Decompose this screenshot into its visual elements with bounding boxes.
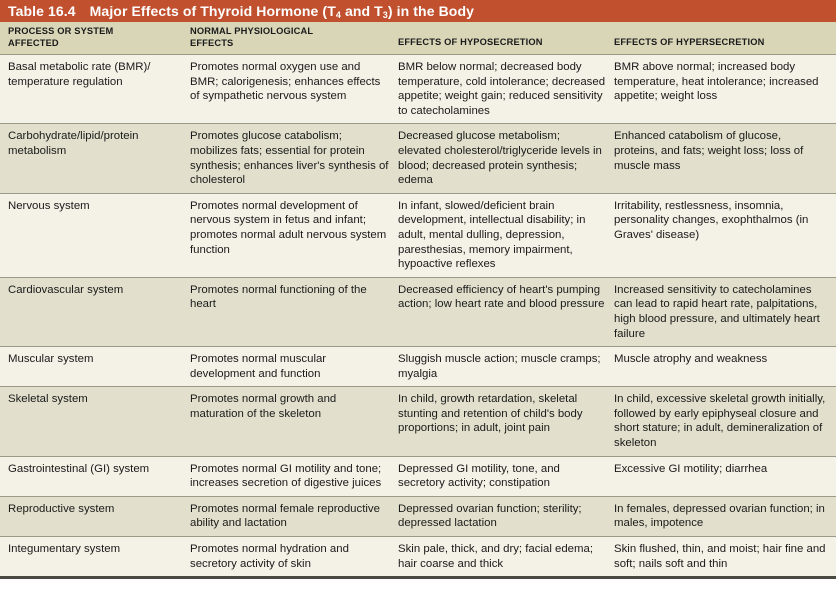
cell-hypersecretion-effects: Enhanced catabolism of glucose, proteins… [614,130,804,172]
column-header-effects-of-hypersecretion: EFFECTS OF HYPERSECRETION [614,37,836,52]
column-header-effects-of-hyposecretion: EFFECTS OF HYPOSECRETION [398,37,614,52]
table-title-suffix: ) in the Body [387,3,474,19]
cell-hypersecretion-effects: BMR above normal; increased body tempera… [614,61,819,103]
cell-hypersecretion-effects: In females, depressed ovarian function; … [614,502,825,530]
cell-hyposecretion-effects: Depressed ovarian function; sterility; d… [398,502,582,530]
cell-hyposecretion-effects: In child, growth retardation, skeletal s… [398,393,583,435]
table-row: Reproductive system Promotes normal femal… [0,495,836,537]
table-row: Muscular system Promotes normal muscular … [0,346,836,387]
cell-hypersecretion-effects: Excessive GI motility; diarrhea [614,462,768,475]
cell-hyposecretion-effects: Sluggish muscle action; muscle cramps; m… [398,353,601,380]
cell-process-or-system: Reproductive system [8,502,115,515]
table-title-subscript-4: 4 [335,10,341,20]
cell-normal-effects: Promotes normal muscular development and… [190,353,327,380]
cell-hypersecretion-effects: Muscle atrophy and weakness [614,353,768,366]
column-header-line2: EFFECTS OF HYPERSECRETION [614,36,765,47]
column-header-line2: EFFECTS [190,37,234,48]
table-title: Major Effects of Thyroid Hormone (T4 and… [89,3,474,20]
cell-hyposecretion-effects: In infant, slowed/deficient brain develo… [398,199,586,271]
column-header-normal-physiological-effects: NORMAL PHYSIOLOGICAL EFFECTS [190,26,398,49]
cell-normal-effects: Promotes normal functioning of the heart [190,283,367,311]
cell-normal-effects: Promotes normal hydration and secretory … [190,543,349,570]
column-header-line1: NORMAL PHYSIOLOGICAL [190,26,314,36]
cell-process-or-system: Cardiovascular system [8,283,124,296]
cell-process-or-system: Skeletal system [8,393,88,406]
cell-hyposecretion-effects: Skin pale, thick, and dry; facial edema;… [398,543,594,570]
cell-process-or-system: Nervous system [8,199,90,212]
table-row: Basal metabolic rate (BMR)/ temperature … [0,54,836,124]
table-row: Nervous system Promotes normal developmen… [0,192,836,277]
table-bottom-rule [0,576,836,580]
column-header-line1: PROCESS OR SYSTEM [8,26,114,36]
table-row: Carbohydrate/lipid/protein metabolism Pro… [0,123,836,193]
table-row: Gastrointestinal (GI) system Promotes nor… [0,455,836,496]
cell-process-or-system: Basal metabolic rate (BMR)/ temperature … [8,61,151,88]
cell-normal-effects: Promotes normal development of nervous s… [190,199,387,256]
table-row: Skeletal system Promotes normal growth an… [0,386,836,456]
cell-normal-effects: Promotes normal GI motility and tone; in… [190,462,382,490]
cell-normal-effects: Promotes normal oxygen use and BMR; calo… [190,61,381,103]
column-header-process-or-system-affected: PROCESS OR SYSTEM AFFECTED [0,26,190,49]
table-16-4: Table 16.4 Major Effects of Thyroid Horm… [0,0,836,592]
table-body: Basal metabolic rate (BMR)/ temperature … [0,54,836,577]
table-row: Cardiovascular system Promotes normal fun… [0,276,836,347]
table-footer-space [0,579,836,592]
cell-hyposecretion-effects: Decreased glucose metabolism; elevated c… [398,130,602,187]
table-title-subscript-3: 3 [382,10,388,20]
cell-hyposecretion-effects: BMR below normal; decreased body tempera… [398,61,606,117]
cell-process-or-system: Muscular system [8,353,94,366]
cell-hyposecretion-effects: Depressed GI motility, tone, and secreto… [398,462,560,490]
cell-normal-effects: Promotes glucose catabolism; mobilizes f… [190,130,389,187]
cell-process-or-system: Integumentary system [8,543,121,556]
table-row: Integumentary system Promotes normal hydr… [0,536,836,577]
cell-hypersecretion-effects: In child, excessive skeletal growth init… [614,393,826,450]
table-title-prefix: Major Effects of Thyroid Hormone (T [89,3,336,19]
cell-normal-effects: Promotes normal female reproductive abil… [190,502,380,530]
column-header-line2: AFFECTED [8,37,59,48]
cell-process-or-system: Carbohydrate/lipid/protein metabolism [8,130,139,157]
table-title-bar: Table 16.4 Major Effects of Thyroid Horm… [0,0,836,22]
column-header-line2: EFFECTS OF HYPOSECRETION [398,36,543,47]
table-number-label: Table 16.4 [8,3,76,19]
table-column-header-row: PROCESS OR SYSTEM AFFECTED NORMAL PHYSIO… [0,22,836,54]
cell-normal-effects: Promotes normal growth and maturation of… [190,393,337,420]
cell-hypersecretion-effects: Irritability, restlessness, insomnia, pe… [614,199,809,241]
cell-hyposecretion-effects: Decreased efficiency of heart's pumping … [398,283,605,311]
cell-process-or-system: Gastrointestinal (GI) system [8,462,150,475]
cell-hypersecretion-effects: Increased sensitivity to catecholamines … [614,283,820,340]
cell-hypersecretion-effects: Skin flushed, thin, and moist; hair fine… [614,543,826,570]
table-title-mid: and T [340,3,383,19]
